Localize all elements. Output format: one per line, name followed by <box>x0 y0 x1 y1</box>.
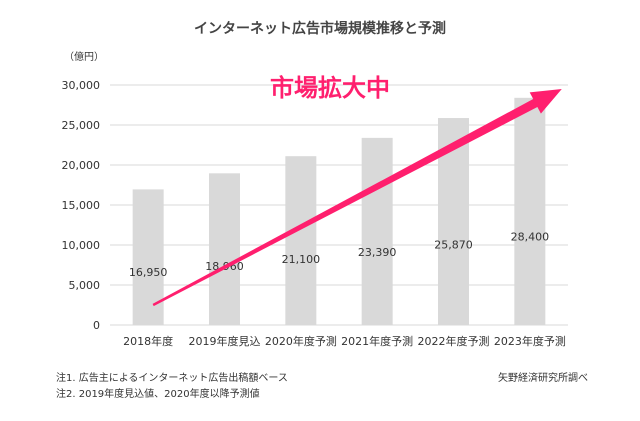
growth-arrow-shape <box>152 89 562 307</box>
y-tick-label: 0 <box>93 319 100 332</box>
x-tick-label: 2018年度 <box>123 334 173 348</box>
data-label: 23,390 <box>358 246 397 259</box>
x-tick-label: 2023年度予測 <box>494 334 566 348</box>
y-axis-unit-label: （億円） <box>64 50 104 63</box>
bar <box>514 97 546 325</box>
bar <box>132 189 164 325</box>
y-tick-label: 30,000 <box>62 79 101 92</box>
bar <box>209 173 240 325</box>
growth-arrow <box>152 89 562 307</box>
y-tick-label: 20,000 <box>62 159 101 172</box>
data-label: 16,950 <box>129 266 168 279</box>
bar <box>361 137 393 325</box>
source-note: 矢野経済研究所調べ <box>498 373 588 384</box>
footnote-1: 注1. 広告主によるインターネット広告出稿額ベース <box>56 373 288 384</box>
y-tick-label: 15,000 <box>62 199 101 212</box>
x-tick-label: 2022年度予測 <box>418 334 490 348</box>
chart-title: インターネット広告市場規模推移と予測 <box>194 20 446 37</box>
bar <box>285 156 317 325</box>
data-label: 21,100 <box>282 253 321 266</box>
callout-text: 市場拡大中 <box>270 74 390 102</box>
x-tick-label: 2020年度予測 <box>265 334 337 348</box>
y-tick-label: 10,000 <box>62 239 101 252</box>
x-tick-label: 2021年度予測 <box>341 334 413 348</box>
data-label: 28,400 <box>511 230 550 243</box>
x-axis-ticks: 2018年度 2019年度見込 2020年度予測 2021年度予測 2022年度予測 20… <box>123 334 566 348</box>
y-tick-label: 25,000 <box>62 119 101 132</box>
y-tick-label: 5,000 <box>69 279 101 292</box>
gridlines <box>110 84 568 326</box>
x-tick-label: 2019年度見込 <box>189 334 261 348</box>
bars <box>132 97 546 325</box>
y-axis-ticks: 0 5,000 10,000 15,000 20,000 25,000 30,000 <box>62 79 101 332</box>
footnote-2: 注2. 2019年度見込値、2020年度以降予測値 <box>56 389 260 400</box>
data-label: 25,870 <box>434 238 473 251</box>
